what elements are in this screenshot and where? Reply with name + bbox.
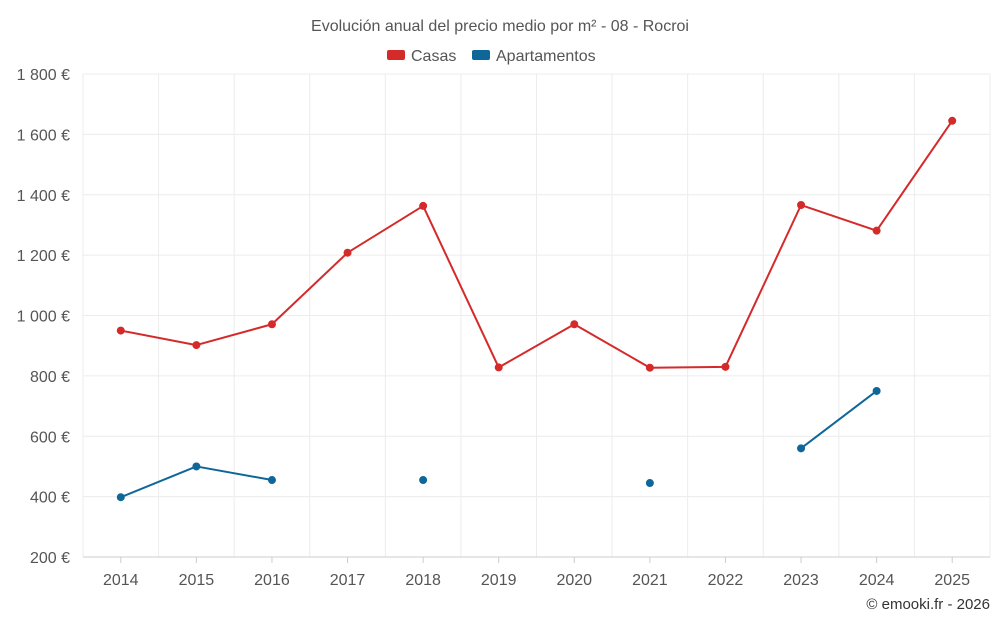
data-point-apartamentos bbox=[116, 493, 125, 502]
grid bbox=[82, 73, 991, 557]
data-point-apartamentos bbox=[797, 444, 806, 453]
x-tick-label: 2014 bbox=[103, 572, 139, 589]
x-tick-label: 2022 bbox=[708, 572, 744, 589]
axes: 200 € 400 € 600 € 800 € 1 000 € 1 200 € 1 400 … bbox=[17, 67, 990, 589]
series-line-apartamentos bbox=[800, 390, 878, 450]
y-tick-label: 1 200 € bbox=[17, 248, 70, 265]
data-point-casas bbox=[797, 201, 806, 210]
series bbox=[116, 116, 957, 502]
data-point-casas bbox=[645, 363, 654, 372]
data-point-casas bbox=[419, 201, 428, 210]
data-point-casas bbox=[494, 363, 503, 372]
y-tick-label: 1 800 € bbox=[17, 67, 70, 84]
y-tick-label: 400 € bbox=[30, 490, 70, 507]
legend-swatch-apartamentos bbox=[472, 50, 490, 60]
data-point-casas bbox=[570, 320, 579, 329]
x-tick-label: 2019 bbox=[481, 572, 517, 589]
x-tick-label: 2021 bbox=[632, 572, 668, 589]
data-point-casas bbox=[192, 341, 201, 350]
data-point-apartamentos bbox=[192, 462, 201, 471]
y-tick-label: 600 € bbox=[30, 429, 70, 446]
series-line-casas bbox=[120, 120, 954, 369]
x-tick-label: 2020 bbox=[556, 572, 592, 589]
y-tick-label: 1 000 € bbox=[17, 309, 70, 326]
series-line-apartamentos bbox=[120, 465, 273, 499]
data-point-casas bbox=[267, 320, 276, 329]
legend-item-apartamentos[interactable]: Apartamentos bbox=[472, 48, 596, 65]
x-tick-label: 2018 bbox=[405, 572, 441, 589]
data-point-casas bbox=[343, 248, 352, 257]
x-tick-label: 2025 bbox=[934, 572, 970, 589]
y-tick-label: 200 € bbox=[30, 550, 70, 567]
data-point-casas bbox=[872, 226, 881, 235]
legend-item-casas[interactable]: Casas bbox=[387, 48, 456, 65]
x-tick-label: 2016 bbox=[254, 572, 290, 589]
x-tick-label: 2017 bbox=[330, 572, 366, 589]
legend: Casas Apartamentos bbox=[387, 48, 596, 65]
legend-label-casas: Casas bbox=[411, 48, 456, 65]
x-tick-label: 2023 bbox=[783, 572, 819, 589]
legend-label-apartamentos: Apartamentos bbox=[496, 48, 596, 65]
y-tick-label: 1 600 € bbox=[17, 127, 70, 144]
x-tick-label: 2024 bbox=[859, 572, 895, 589]
data-point-apartamentos bbox=[645, 479, 654, 488]
copyright-text: © emooki.fr - 2026 bbox=[866, 596, 990, 613]
data-point-apartamentos bbox=[419, 476, 428, 485]
series-apartamentos bbox=[116, 386, 881, 502]
data-point-casas bbox=[721, 362, 730, 371]
series-casas bbox=[116, 116, 957, 372]
data-point-apartamentos bbox=[267, 476, 276, 485]
chart-title: Evolución anual del precio medio por m² … bbox=[311, 18, 689, 35]
data-point-apartamentos bbox=[872, 386, 881, 395]
data-point-casas bbox=[948, 116, 957, 125]
y-tick-label: 800 € bbox=[30, 369, 70, 386]
legend-swatch-casas bbox=[387, 50, 405, 60]
x-tick-label: 2015 bbox=[179, 572, 215, 589]
y-tick-label: 1 400 € bbox=[17, 188, 70, 205]
data-point-casas bbox=[116, 326, 125, 335]
